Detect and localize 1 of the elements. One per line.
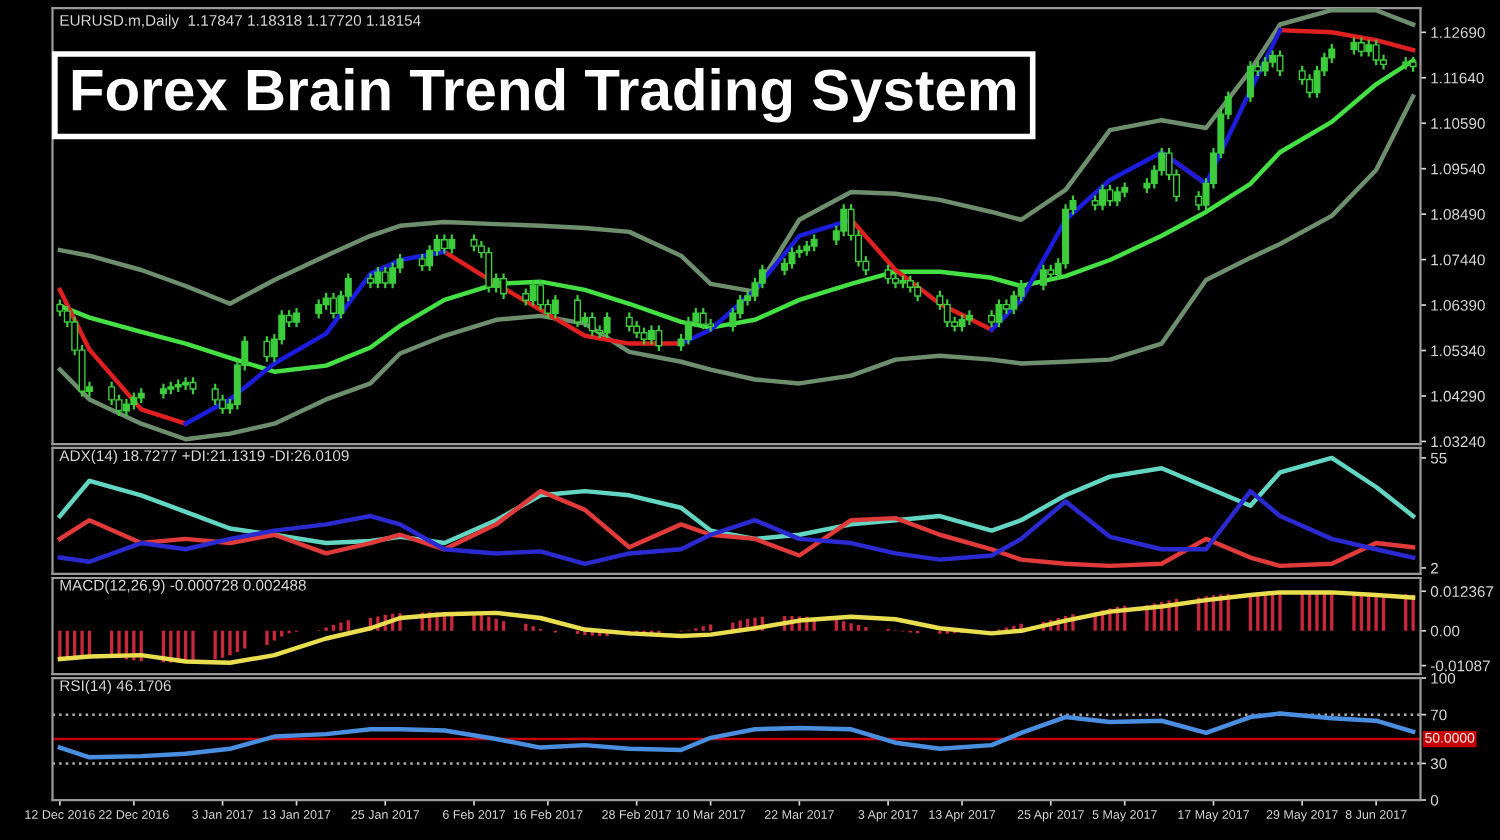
- text: Forex Brain Trend Trading System: [72, 67, 1016, 123]
